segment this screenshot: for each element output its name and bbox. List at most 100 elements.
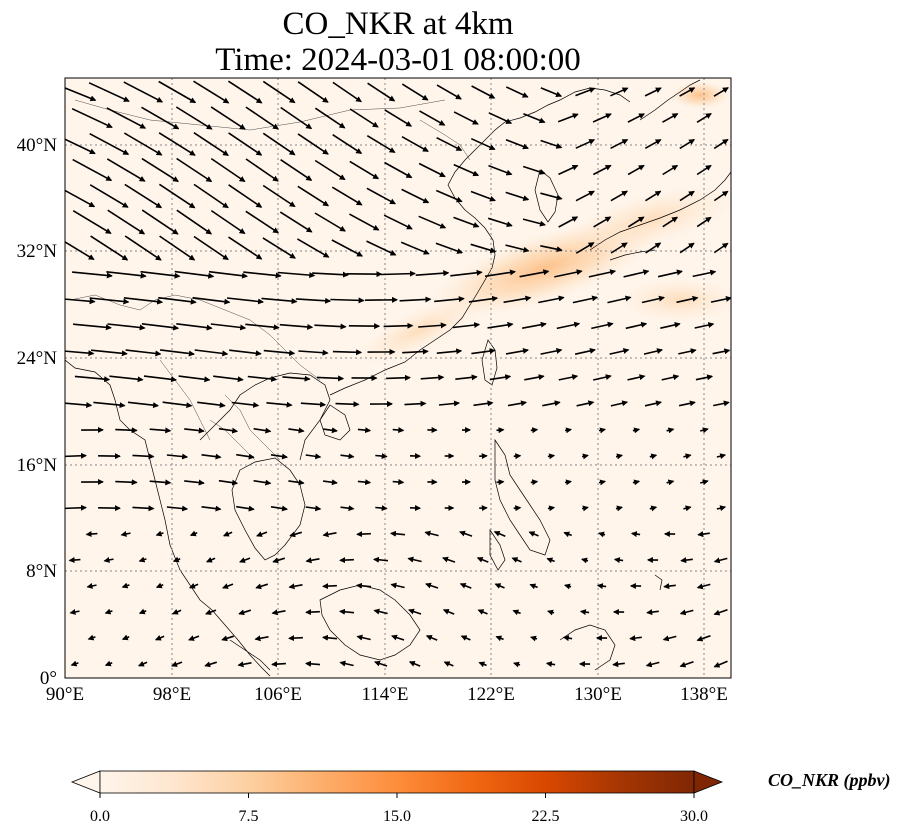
lat-tick-label: 8°N	[26, 561, 57, 582]
wind-vector	[713, 660, 728, 668]
wind-vector	[556, 321, 581, 330]
lon-tick-label: 130°E	[574, 684, 622, 705]
wind-vector	[564, 427, 572, 434]
wind-vector	[197, 401, 226, 409]
wind-vector	[424, 530, 439, 537]
wind-vector	[262, 184, 296, 208]
wind-vector	[699, 479, 709, 486]
wind-vector	[339, 557, 354, 564]
wind-vector	[158, 80, 197, 104]
wind-vector	[505, 244, 530, 253]
wind-vector	[159, 235, 196, 261]
wind-vector	[696, 216, 712, 228]
wind-vector	[554, 269, 583, 278]
wind-vector	[375, 505, 388, 512]
map-title-line2: Time: 2024-03-01 08:00:00	[215, 42, 581, 78]
wind-vector	[222, 531, 233, 537]
wind-vector	[356, 582, 372, 589]
wind-vector	[645, 242, 662, 254]
map-frame	[64, 77, 732, 679]
wind-vector	[625, 321, 648, 330]
wind-vector	[123, 132, 163, 156]
wind-vector	[558, 374, 579, 381]
wind-vector	[392, 479, 405, 486]
lon-tick-label: 98°E	[153, 684, 191, 705]
wind-vector	[288, 635, 303, 642]
wind-vector	[644, 139, 662, 149]
wind-vector	[137, 661, 148, 667]
lat-tick-label: 24°N	[17, 348, 58, 369]
wind-vector	[263, 349, 296, 356]
wind-vector	[609, 348, 630, 355]
wind-vector	[696, 113, 712, 123]
wind-vector	[123, 297, 164, 305]
wind-vector	[297, 133, 329, 155]
wind-vector	[408, 660, 421, 667]
wind-vector	[366, 135, 396, 153]
wind-vector	[132, 505, 155, 512]
wind-vector	[438, 400, 460, 407]
wind-vector	[184, 479, 205, 486]
wind-vector	[231, 401, 260, 408]
colorbar-extend-low	[70, 770, 101, 794]
wind-vector	[65, 401, 93, 408]
wind-vector	[392, 427, 405, 434]
wind-vector	[271, 609, 286, 616]
wind-vector	[513, 505, 522, 512]
wind-vector	[176, 157, 213, 183]
lat-tick-label: 32°N	[17, 241, 58, 262]
wind-vector	[305, 453, 322, 460]
wind-vector	[436, 84, 462, 100]
wind-vector	[322, 479, 338, 486]
wind-vector	[598, 427, 606, 434]
wind-vector	[279, 323, 314, 330]
wind-vector	[401, 188, 430, 204]
wind-vector	[314, 159, 346, 181]
wind-vector	[455, 374, 478, 381]
wind-vector	[89, 184, 129, 208]
wind-vector	[696, 164, 712, 176]
wind-vector	[436, 136, 463, 152]
wind-vector	[564, 583, 572, 590]
wind-vector	[713, 87, 729, 97]
wind-vector	[610, 400, 629, 407]
wind-vector	[627, 113, 645, 123]
wind-vector	[88, 82, 130, 102]
wind-vector	[460, 635, 471, 641]
wind-vector	[210, 157, 246, 183]
wind-vector	[507, 400, 527, 407]
wind-vector	[253, 427, 272, 434]
wind-vector	[434, 296, 465, 303]
wind-vector	[629, 635, 642, 642]
wind-vector	[247, 375, 278, 382]
wind-vector	[270, 505, 288, 512]
wind-vector	[575, 242, 595, 254]
wind-vector	[149, 427, 172, 434]
wind-vector	[593, 216, 612, 228]
wind-vector	[305, 609, 320, 616]
wind-vector	[666, 479, 675, 486]
wind-vector	[562, 635, 573, 642]
wind-vector	[579, 609, 590, 616]
wind-vector	[65, 350, 95, 357]
wind-vector	[488, 164, 513, 176]
wind-vector	[716, 453, 727, 460]
wind-vector	[435, 242, 464, 254]
wind-vector	[305, 660, 321, 667]
wind-vector	[683, 453, 692, 460]
wind-vector	[528, 531, 539, 537]
wind-vector	[540, 87, 563, 97]
wind-vector	[401, 83, 429, 101]
wind-vector	[678, 348, 697, 355]
wind-vector	[435, 189, 463, 203]
wind-vector	[470, 243, 497, 254]
wind-vector	[683, 505, 692, 512]
wind-vector	[384, 109, 413, 127]
wind-vector	[523, 113, 546, 124]
wind-vector	[713, 138, 729, 150]
wind-vector	[415, 270, 450, 277]
wind-vector	[596, 583, 607, 590]
wind-vector	[540, 139, 563, 149]
wind-vector	[93, 401, 126, 409]
wind-vector	[172, 556, 181, 563]
